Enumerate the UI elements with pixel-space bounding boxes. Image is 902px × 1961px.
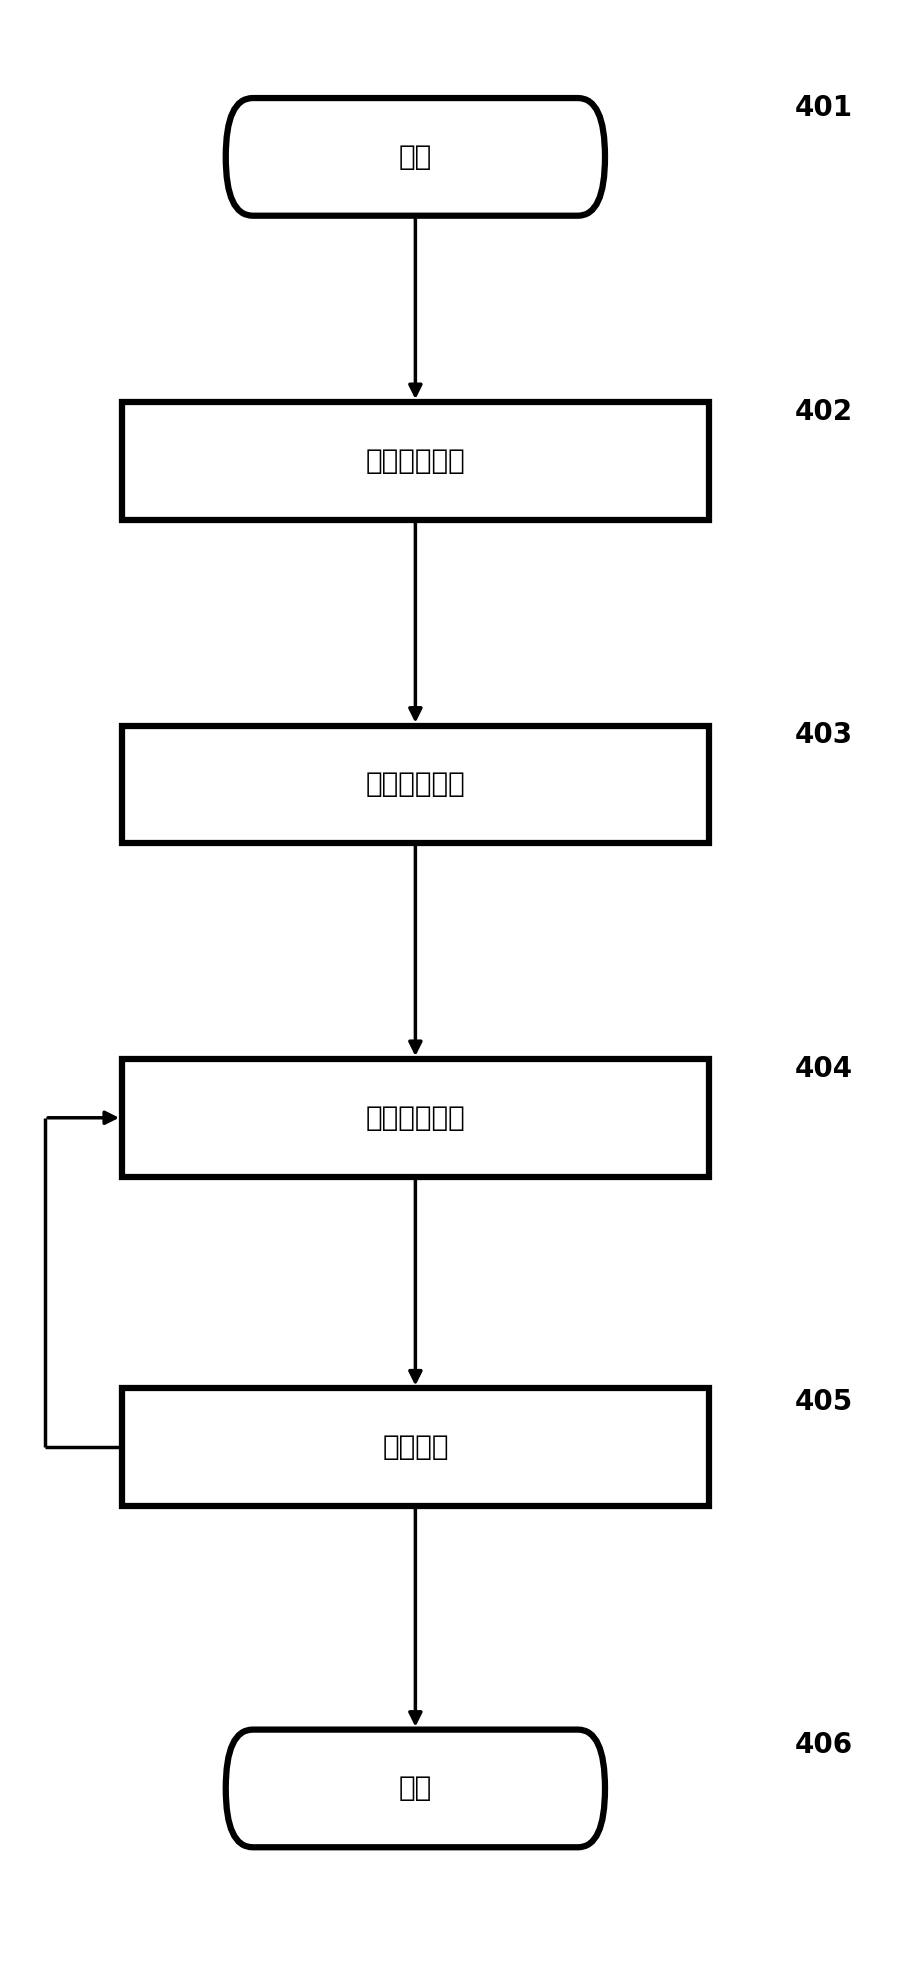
FancyBboxPatch shape	[226, 1730, 604, 1847]
Text: 输出驱动: 输出驱动	[382, 1433, 448, 1461]
Text: 406: 406	[794, 1732, 851, 1759]
FancyBboxPatch shape	[226, 98, 604, 216]
Bar	[122, 1388, 708, 1506]
Text: 结束: 结束	[399, 1775, 431, 1802]
Text: 404: 404	[794, 1055, 851, 1082]
Bar	[122, 1059, 708, 1177]
Text: 403: 403	[794, 722, 851, 749]
Bar	[122, 726, 708, 843]
Text: 402: 402	[794, 398, 851, 426]
Text: 设定温控模式: 设定温控模式	[365, 447, 465, 475]
Text: 输入温控参数: 输入温控参数	[365, 771, 465, 798]
Bar	[122, 402, 708, 520]
Text: 401: 401	[794, 94, 851, 122]
Text: 开始: 开始	[399, 143, 431, 171]
Text: 采集温度数值: 采集温度数值	[365, 1104, 465, 1131]
Text: 405: 405	[794, 1388, 852, 1416]
